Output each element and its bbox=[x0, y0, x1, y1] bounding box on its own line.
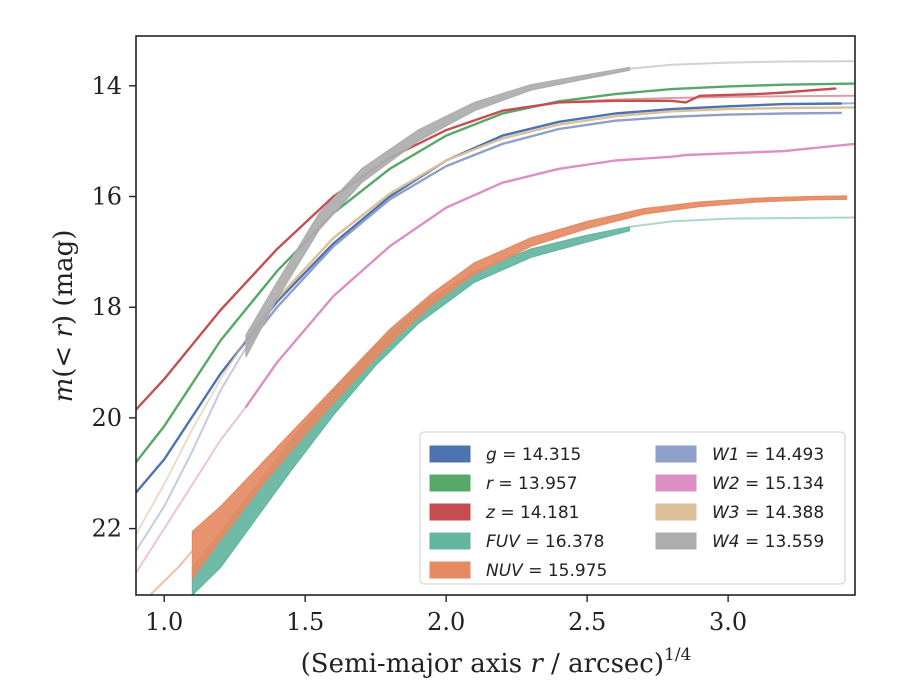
legend-label-w4: W4 = 13.559 bbox=[712, 532, 824, 552]
w1-curve bbox=[247, 111, 843, 345]
legend-swatch-z bbox=[429, 503, 471, 521]
w2-curve bbox=[244, 142, 855, 408]
legend-swatch-w2 bbox=[655, 474, 697, 492]
nuv-faded-curve bbox=[149, 550, 194, 595]
legend-label-w2: W2 = 15.134 bbox=[712, 474, 824, 494]
x-tick-label: 3.0 bbox=[709, 608, 747, 636]
y-tick-label: 22 bbox=[91, 515, 122, 543]
legend-label-fuv: FUV = 16.378 bbox=[486, 532, 604, 552]
g-curve bbox=[136, 102, 843, 494]
r-curve bbox=[136, 82, 855, 464]
series-layer bbox=[136, 60, 855, 595]
legend-swatch-g bbox=[429, 445, 471, 463]
nuv-band bbox=[191, 195, 848, 581]
z-curve bbox=[136, 87, 837, 411]
legend-label-z: z = 14.181 bbox=[485, 503, 579, 523]
legend: g = 14.315 r = 13.957 z = 14.181 FUV = 16.3… bbox=[419, 431, 846, 585]
legend-swatch-fuv bbox=[429, 532, 471, 550]
legend-label-g: g = 14.315 bbox=[486, 445, 581, 465]
x-tick-label: 1.5 bbox=[286, 608, 324, 636]
x-tick-label: 2.5 bbox=[568, 608, 606, 636]
y-tick-label: 18 bbox=[91, 293, 122, 321]
w3-faded-curve bbox=[136, 334, 250, 535]
legend-swatch-w1 bbox=[655, 445, 697, 463]
legend-label-nuv: NUV = 15.975 bbox=[486, 561, 607, 581]
axis-ticks: 1.0 1.5 2.0 2.5 3.0 14 16 18 20 22 bbox=[91, 72, 747, 636]
legend-label-w1: W1 = 14.493 bbox=[712, 445, 824, 465]
legend-swatch-w4 bbox=[655, 532, 697, 550]
x-tick-label: 2.0 bbox=[427, 608, 465, 636]
x-tick-label: 1.0 bbox=[145, 608, 183, 636]
fuv-faded-curve bbox=[629, 216, 855, 228]
legend-label-r: r = 13.957 bbox=[486, 474, 578, 494]
w4-faded-curve bbox=[629, 60, 855, 70]
x-axis-label: (Semi-major axis r / arcsec)1/4 bbox=[301, 645, 692, 679]
w4-band bbox=[245, 66, 631, 358]
y-tick-label: 14 bbox=[91, 72, 122, 100]
y-tick-label: 20 bbox=[91, 404, 122, 432]
y-tick-label: 16 bbox=[91, 183, 122, 211]
w2-faded-curve bbox=[136, 406, 247, 574]
w3-curve bbox=[247, 106, 855, 337]
plot-frame bbox=[135, 35, 856, 596]
w1-faded-curve bbox=[136, 342, 250, 552]
legend-label-w3: W3 = 14.388 bbox=[712, 503, 824, 523]
legend-box bbox=[419, 431, 846, 585]
legend-swatch-r bbox=[429, 474, 471, 492]
y-axis-label: m(< r) (mag) bbox=[49, 230, 79, 403]
legend-swatch-nuv bbox=[429, 561, 471, 579]
legend-swatch-w3 bbox=[655, 503, 697, 521]
